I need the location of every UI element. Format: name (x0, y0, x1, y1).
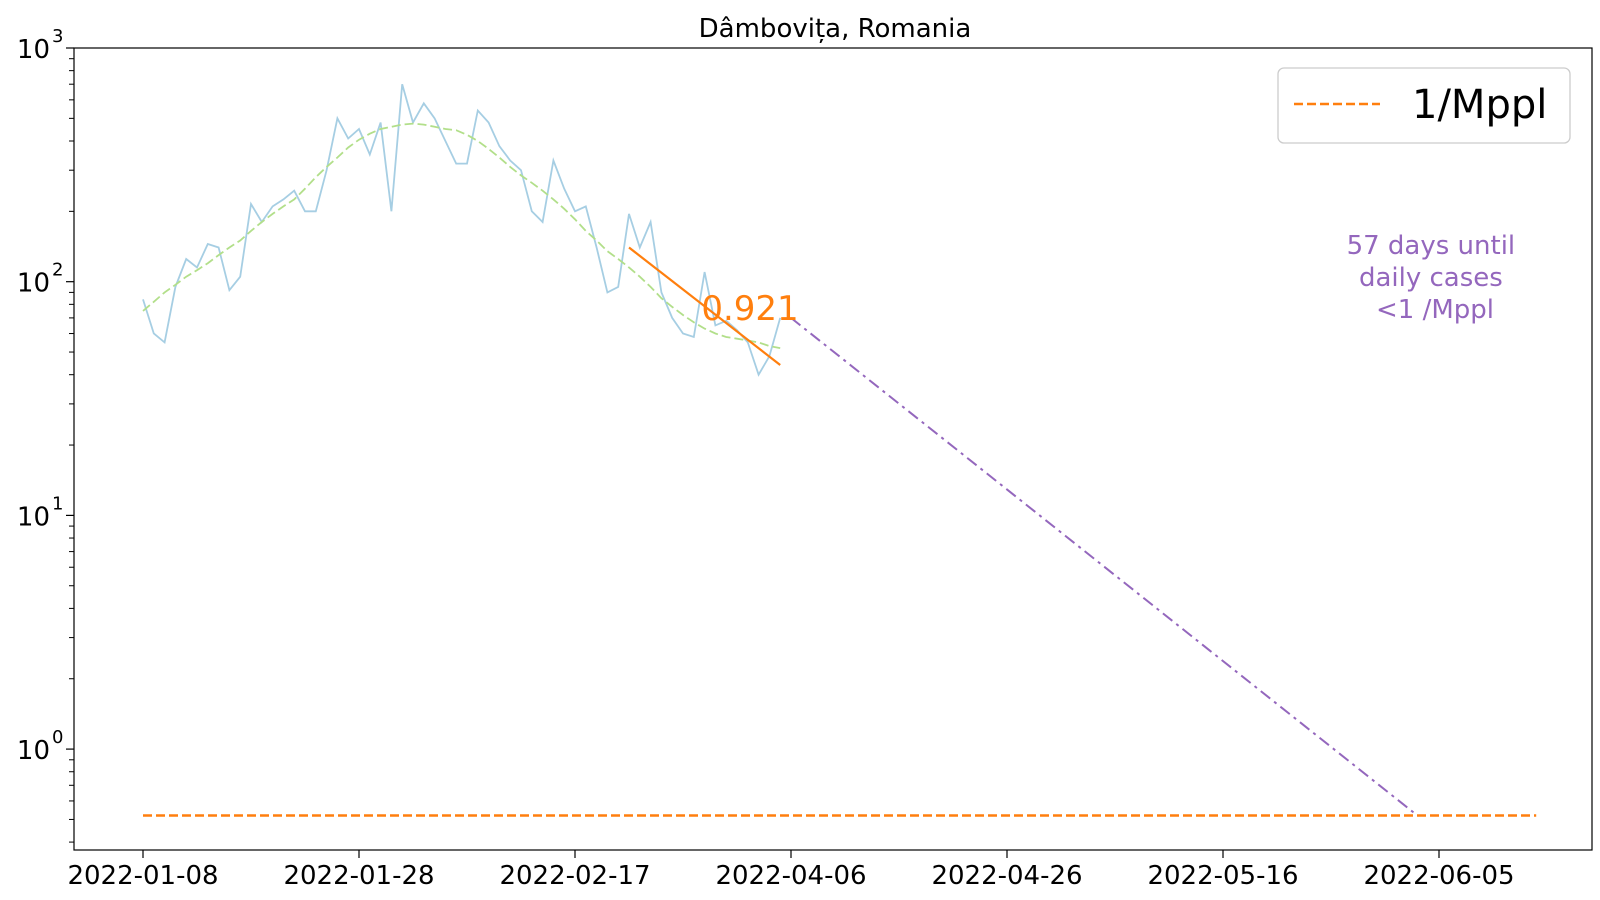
projection-annotation-line-2: daily cases (1359, 263, 1503, 293)
y-tick-exponent-2: 2 (52, 260, 63, 281)
x-tick-label: 2022-04-06 (715, 861, 866, 891)
legend-label-1mppl: 1/Mppl (1412, 82, 1547, 128)
x-tick-label: 2022-01-08 (67, 861, 218, 891)
projection-annotation: 57 days until daily cases <1 /Mppl (1347, 231, 1524, 325)
fit-rate-label: 0.921 (701, 289, 798, 329)
x-tick-label: 2022-02-17 (499, 861, 650, 891)
chart-title: Dâmbovița, Romania (699, 14, 972, 44)
x-tick-label: 2022-01-28 (283, 861, 434, 891)
y-tick-exponent-0: 0 (52, 727, 63, 748)
x-tick-label: 2022-06-05 (1363, 861, 1514, 891)
x-tick-label: 2022-04-26 (931, 861, 1082, 891)
y-tick-label-3: 10 (17, 35, 50, 65)
x-tick-label: 2022-05-16 (1147, 861, 1298, 891)
legend: 1/Mppl (1277, 67, 1571, 144)
y-tick-label-1: 10 (17, 502, 50, 532)
projection-annotation-line-3: <1 /Mppl (1376, 295, 1494, 325)
series-fit-line (628, 246, 781, 366)
plot-frame (73, 47, 1593, 851)
plot-area (142, 83, 1537, 817)
y-tick-label-0: 10 (17, 736, 50, 766)
projection-annotation-line-1: 57 days until (1347, 231, 1516, 261)
series-projection-line (790, 317, 1419, 817)
series-smoothed-line (142, 122, 781, 349)
series-daily-line (142, 83, 782, 377)
y-tick-exponent-1: 1 (52, 493, 63, 514)
y-tick-label-2: 10 (17, 269, 50, 299)
y-tick-exponent-3: 3 (52, 26, 63, 47)
legend-box (1277, 67, 1571, 144)
